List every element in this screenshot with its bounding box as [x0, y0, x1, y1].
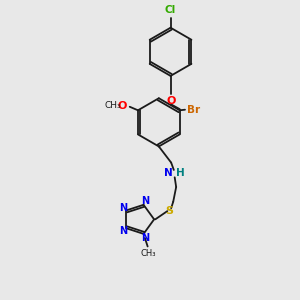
Text: N: N — [119, 226, 127, 236]
Text: Cl: Cl — [165, 5, 176, 15]
Text: O: O — [167, 96, 176, 106]
Text: N: N — [141, 233, 149, 243]
Text: N: N — [119, 203, 127, 213]
Text: CH₃: CH₃ — [105, 101, 122, 110]
Text: N: N — [164, 168, 172, 178]
Text: Br: Br — [187, 105, 200, 115]
Text: S: S — [166, 206, 174, 216]
Text: N: N — [141, 196, 149, 206]
Text: O: O — [118, 100, 127, 111]
Text: CH₃: CH₃ — [141, 249, 156, 258]
Text: H: H — [176, 168, 184, 178]
